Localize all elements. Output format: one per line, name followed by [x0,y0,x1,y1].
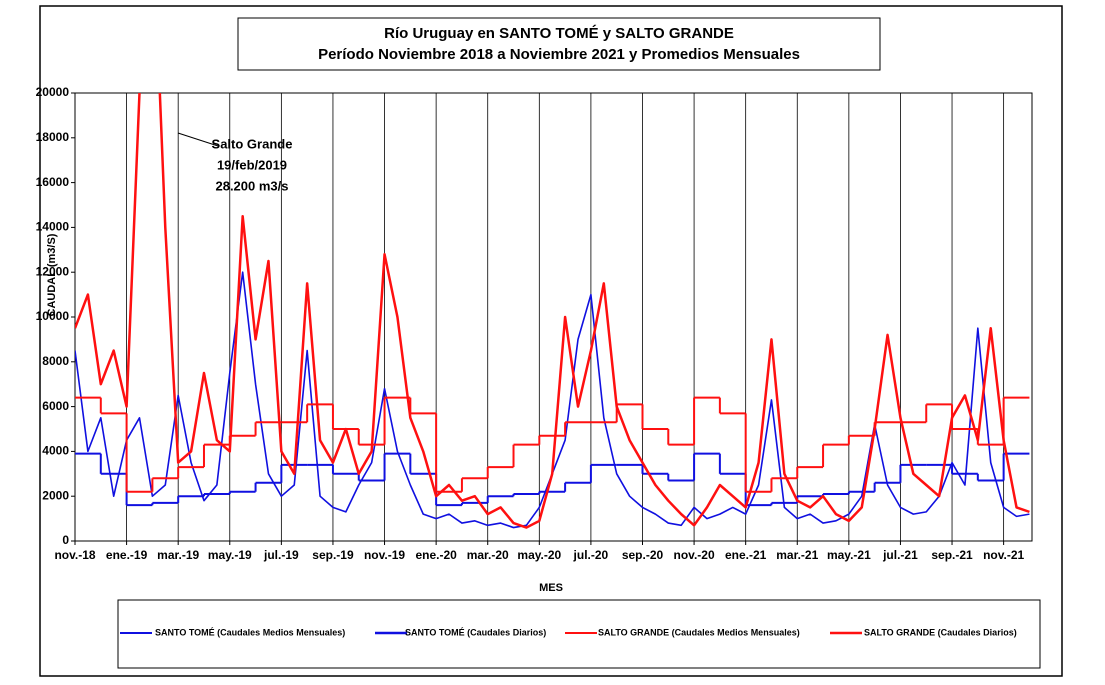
x-tick-label: jul.-19 [263,548,299,562]
chart-frame [39,5,1063,677]
x-tick-label: ene.-19 [106,548,148,562]
x-tick-label: may.-20 [517,548,561,562]
annotation: 19/feb/2019 [217,157,287,172]
y-tick-label: 20000 [36,85,70,99]
legend-label: SANTO TOMÉ (Caudales Medios Mensuales) [155,627,345,637]
y-tick-label: 16000 [36,175,70,189]
x-tick-label: ene.-21 [725,548,767,562]
x-tick-label: mar.-19 [157,548,199,562]
annotation: 28.200 m3/s [215,178,288,193]
legend-label: SALTO GRANDE (Caudales Medios Mensuales) [598,627,800,637]
x-tick-label: jul.-20 [573,548,609,562]
x-tick-label: nov.-19 [364,548,405,562]
x-tick-label: may.-19 [208,548,252,562]
chart-title: Río Uruguay en SANTO TOMÉ y SALTO GRANDE [384,25,734,42]
x-tick-label: may.-21 [827,548,871,562]
x-tick-label: sep.-20 [622,548,664,562]
x-tick-label: mar.-20 [467,548,509,562]
y-tick-label: 2000 [42,488,69,502]
legend-label: SANTO TOMÉ (Caudales Diarios) [405,627,546,637]
y-tick-label: 12000 [36,264,70,278]
annotation-leader [177,132,219,147]
x-tick-label: ene.-20 [415,548,457,562]
x-tick-label: sep.-19 [312,548,354,562]
legend-label: SALTO GRANDE (Caudales Diarios) [864,627,1017,637]
x-tick-label: nov.-20 [674,548,715,562]
x-tick-label: mar.-21 [776,548,818,562]
y-tick-label: 6000 [42,399,69,413]
series-line [75,271,1030,529]
y-tick-label: 18000 [36,130,70,144]
x-axis-label: MES [539,582,563,594]
x-tick-label: sep.-21 [931,548,973,562]
y-tick-label: 14000 [36,220,70,234]
y-axis-label: CAUDAL (m3/S) [46,233,58,316]
y-tick-label: 8000 [42,354,69,368]
legend-box [117,599,1041,669]
x-tick-label: jul.-21 [882,548,918,562]
y-tick-label: 4000 [42,444,69,458]
plot-series [75,93,1030,529]
x-tick-label: nov.-18 [54,548,95,562]
annotation: Salto Grande [212,136,293,151]
chart-title: Período Noviembre 2018 a Noviembre 2021 … [318,46,800,63]
series-line [75,93,1030,529]
title-box [237,17,881,71]
y-tick-label: 0 [62,533,69,547]
y-tick-label: 10000 [36,309,70,323]
x-tick-label: nov.-21 [983,548,1024,562]
